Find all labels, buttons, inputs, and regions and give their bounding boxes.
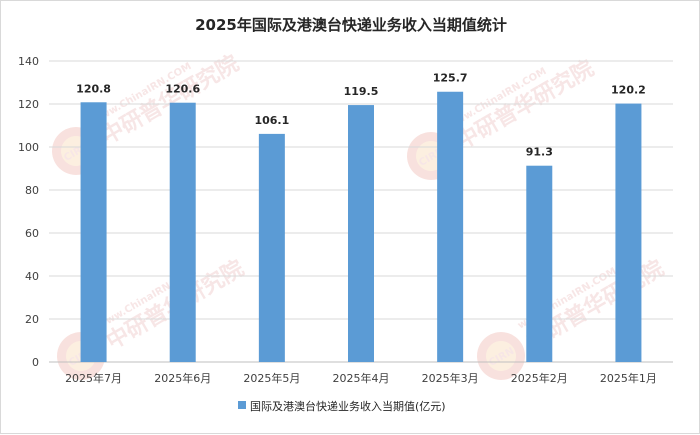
data-label: 119.5: [344, 85, 379, 98]
x-tick-label: 2025年3月: [422, 371, 479, 385]
data-label: 120.6: [165, 83, 200, 96]
x-tick-label: 2025年4月: [333, 371, 390, 385]
data-label: 91.3: [526, 146, 553, 159]
legend-swatch: [238, 401, 246, 409]
x-tick-label: 2025年6月: [154, 371, 211, 385]
y-tick-label: 120: [18, 98, 39, 111]
x-tick-label: 2025年1月: [600, 371, 657, 385]
y-tick-label: 140: [18, 55, 39, 68]
x-tick-label: 2025年5月: [243, 371, 300, 385]
bar: [80, 102, 107, 362]
x-axis-tick-labels: 2025年7月 2025年6月 2025年5月 2025年4月 2025年3月 2025年…: [65, 371, 657, 385]
bar: [169, 102, 196, 363]
chart-title: 2025年国际及港澳台快递业务收入当期值统计: [195, 16, 507, 34]
x-tick-label: 2025年7月: [65, 371, 122, 385]
y-tick-label: 100: [18, 141, 39, 154]
bar: [348, 105, 374, 362]
bars: [80, 91, 642, 363]
legend: 国际及港澳台快递业务收入当期值(亿元): [238, 399, 446, 413]
legend-label: 国际及港澳台快递业务收入当期值(亿元): [250, 399, 446, 413]
data-label: 106.1: [254, 114, 289, 127]
y-tick-label: 80: [25, 184, 39, 197]
x-tick-label: 2025年2月: [511, 371, 568, 385]
data-label: 120.2: [611, 84, 646, 97]
data-label: 125.7: [433, 72, 468, 85]
data-labels: 120.8 120.6 106.1 119.5 125.7 91.3 120.2: [76, 72, 646, 159]
y-tick-label: 60: [25, 227, 39, 240]
y-axis-tick-labels: 0 20 40 60 80 100 120 140: [18, 55, 39, 369]
bar: [258, 133, 285, 362]
watermark-logo-inner: [486, 341, 516, 371]
bar: [615, 103, 642, 362]
data-label: 120.8: [76, 82, 111, 95]
y-tick-label: 40: [25, 270, 39, 283]
bar: [437, 91, 464, 363]
y-tick-label: 20: [25, 313, 39, 326]
bar: [526, 165, 553, 362]
y-tick-label: 0: [32, 356, 39, 369]
